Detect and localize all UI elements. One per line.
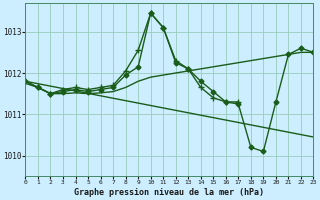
X-axis label: Graphe pression niveau de la mer (hPa): Graphe pression niveau de la mer (hPa) (75, 188, 264, 197)
